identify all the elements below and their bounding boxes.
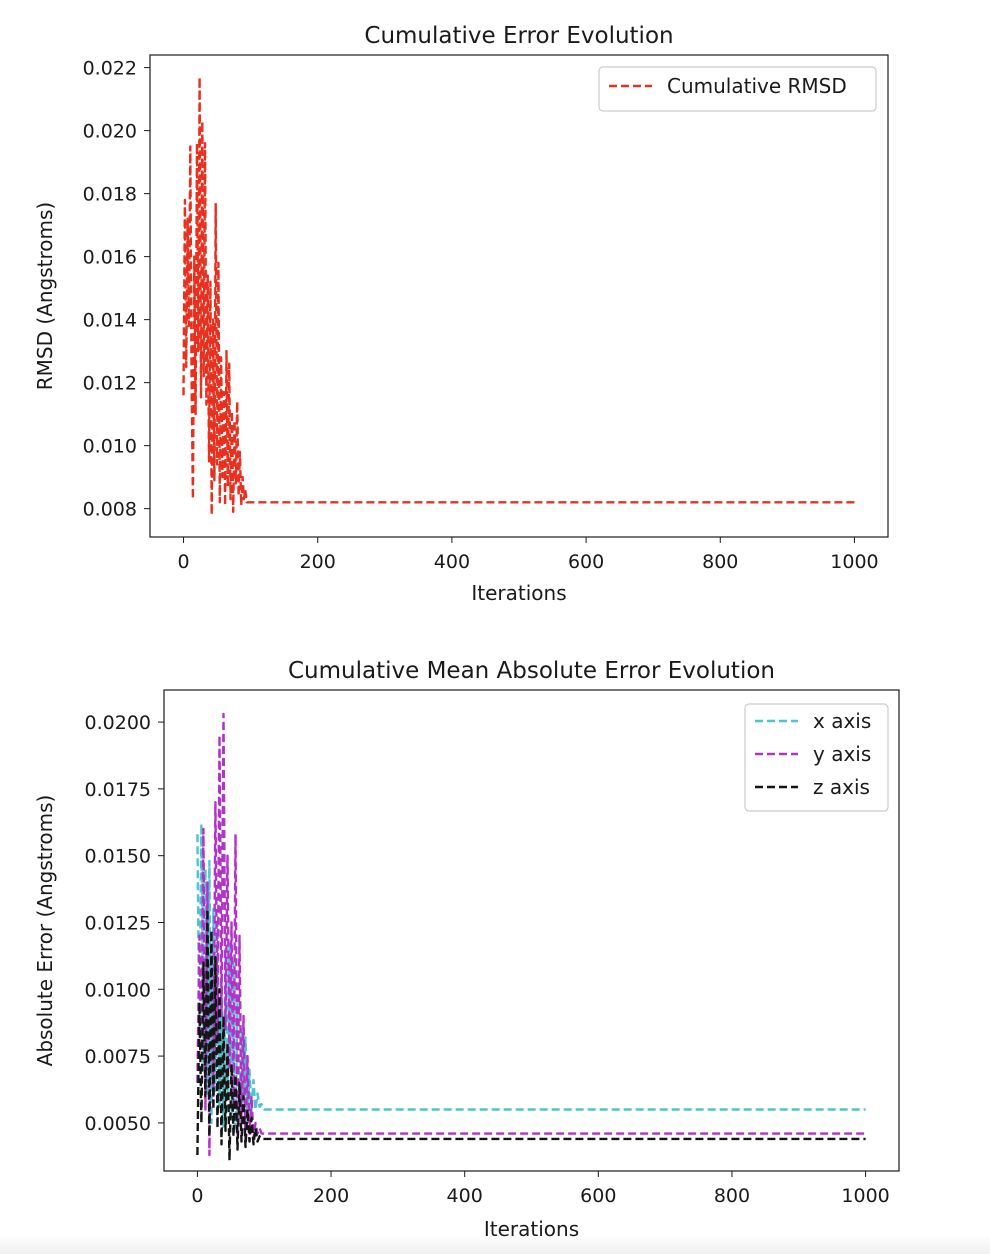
y-tick-label: 0.014	[83, 310, 137, 332]
y-tick-label: 0.010	[83, 436, 137, 458]
plot-area-frame	[149, 54, 889, 538]
y-tick-label: 0.022	[83, 58, 137, 80]
series-line-x-axis	[196, 822, 866, 1130]
series-line-cumulative-rmsd	[182, 75, 855, 517]
legend-label: Cumulative RMSD	[667, 74, 847, 98]
x-tick-label: 1000	[841, 1185, 889, 1207]
x-tick-label: 200	[300, 551, 336, 573]
x-tick-label: 200	[313, 1185, 349, 1207]
y-tick-label: 0.0200	[85, 712, 151, 734]
legend-label: y axis	[813, 742, 871, 766]
y-tick-label: 0.020	[83, 121, 137, 143]
x-tick-label: 800	[714, 1185, 750, 1207]
x-tick-label: 0	[191, 1185, 203, 1207]
y-tick-label: 0.016	[83, 247, 137, 269]
legend-box	[744, 703, 889, 812]
y-tick-label: 0.0075	[85, 1046, 151, 1068]
legend-box	[598, 66, 877, 112]
chart-title: Cumulative Error Evolution	[364, 23, 673, 49]
y-tick-label: 0.0150	[85, 846, 151, 868]
x-axis-label: Iterations	[471, 581, 566, 605]
x-tick-label: 400	[447, 1185, 483, 1207]
legend: Cumulative RMSD	[598, 66, 877, 112]
x-tick-label: 600	[568, 551, 604, 573]
y-tick-label: 0.0175	[85, 779, 151, 801]
y-axis-label: Absolute Error (Angstroms)	[33, 795, 57, 1067]
x-tick-label: 1000	[830, 551, 878, 573]
series-line-y-axis	[196, 712, 866, 1157]
y-tick-label: 0.012	[83, 373, 137, 395]
y-tick-label: 0.0050	[85, 1113, 151, 1135]
chart-2: 0 200 400 600 800 1000 0.0050 0.0075 0.0100 0.012…	[33, 658, 900, 1241]
y-tick-label: 0.0100	[85, 979, 151, 1001]
x-tick-label: 600	[580, 1185, 616, 1207]
x-tick-label: 800	[702, 551, 738, 573]
x-tick-label: 0	[177, 551, 189, 573]
x-tick-label: 400	[434, 551, 470, 573]
chart-1: 0 200 400 600 800 1000 0.008 0.010 0.012 0.014 0.0…	[33, 23, 889, 605]
y-tick-label: 0.008	[83, 499, 137, 521]
legend: x axis y axis z axis	[744, 703, 889, 812]
legend-label: z axis	[813, 775, 870, 799]
y-tick-label: 0.018	[83, 184, 137, 206]
y-tick-label: 0.0125	[85, 912, 151, 934]
plot-area-frame	[163, 689, 900, 1172]
legend-label: x axis	[813, 709, 871, 733]
y-axis-label: RMSD (Angstroms)	[33, 202, 57, 390]
chart-title: Cumulative Mean Absolute Error Evolution	[288, 658, 775, 684]
bottom-edge-fade	[0, 1236, 990, 1254]
series-line-z-axis	[196, 907, 866, 1162]
